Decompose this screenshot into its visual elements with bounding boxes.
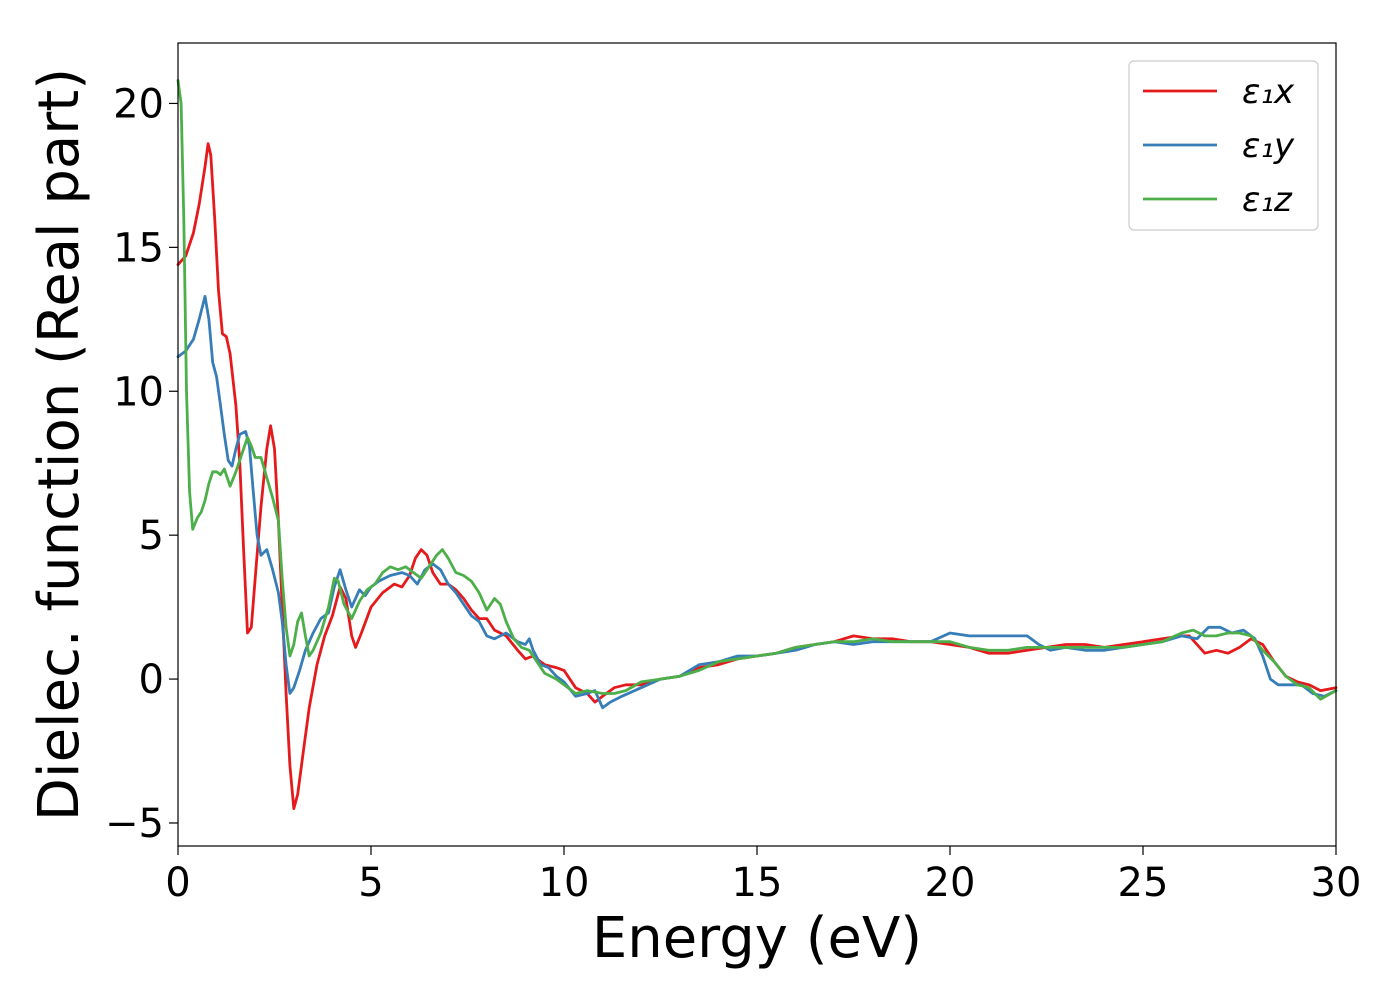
y-tick-label: 15 [113, 225, 164, 271]
y-axis-title: Dielec. function (Real part) [27, 68, 92, 821]
y-tick-label: 20 [113, 81, 164, 127]
series-line-2 [176, 294, 1338, 710]
x-tick-label: 25 [1118, 860, 1169, 906]
legend-box [1128, 60, 1319, 231]
y-tick-label: 5 [139, 513, 164, 559]
legend: ε₁x ε₁y ε₁z [1128, 60, 1319, 231]
series-line-3 [176, 79, 1338, 701]
y-tick-label: −5 [105, 801, 164, 847]
x-tick-label: 10 [539, 860, 590, 906]
legend-label: ε₁y [1242, 126, 1295, 166]
y-axis: −5 0 5 10 15 20 [105, 81, 178, 847]
x-tick-label: 20 [925, 860, 976, 906]
y-tick-label: 0 [139, 657, 164, 703]
series-layer [176, 79, 1338, 810]
legend-label: ε₁x [1242, 72, 1295, 112]
x-tick-label: 15 [732, 860, 783, 906]
legend-label: ε₁z [1242, 180, 1293, 220]
x-tick-label: 5 [358, 860, 383, 906]
x-tick-label: 0 [165, 860, 190, 906]
y-tick-label: 10 [113, 369, 164, 415]
x-axis: 0 5 10 15 20 25 30 [165, 846, 1361, 906]
x-tick-label: 30 [1311, 860, 1362, 906]
x-axis-title: Energy (eV) [592, 906, 922, 971]
